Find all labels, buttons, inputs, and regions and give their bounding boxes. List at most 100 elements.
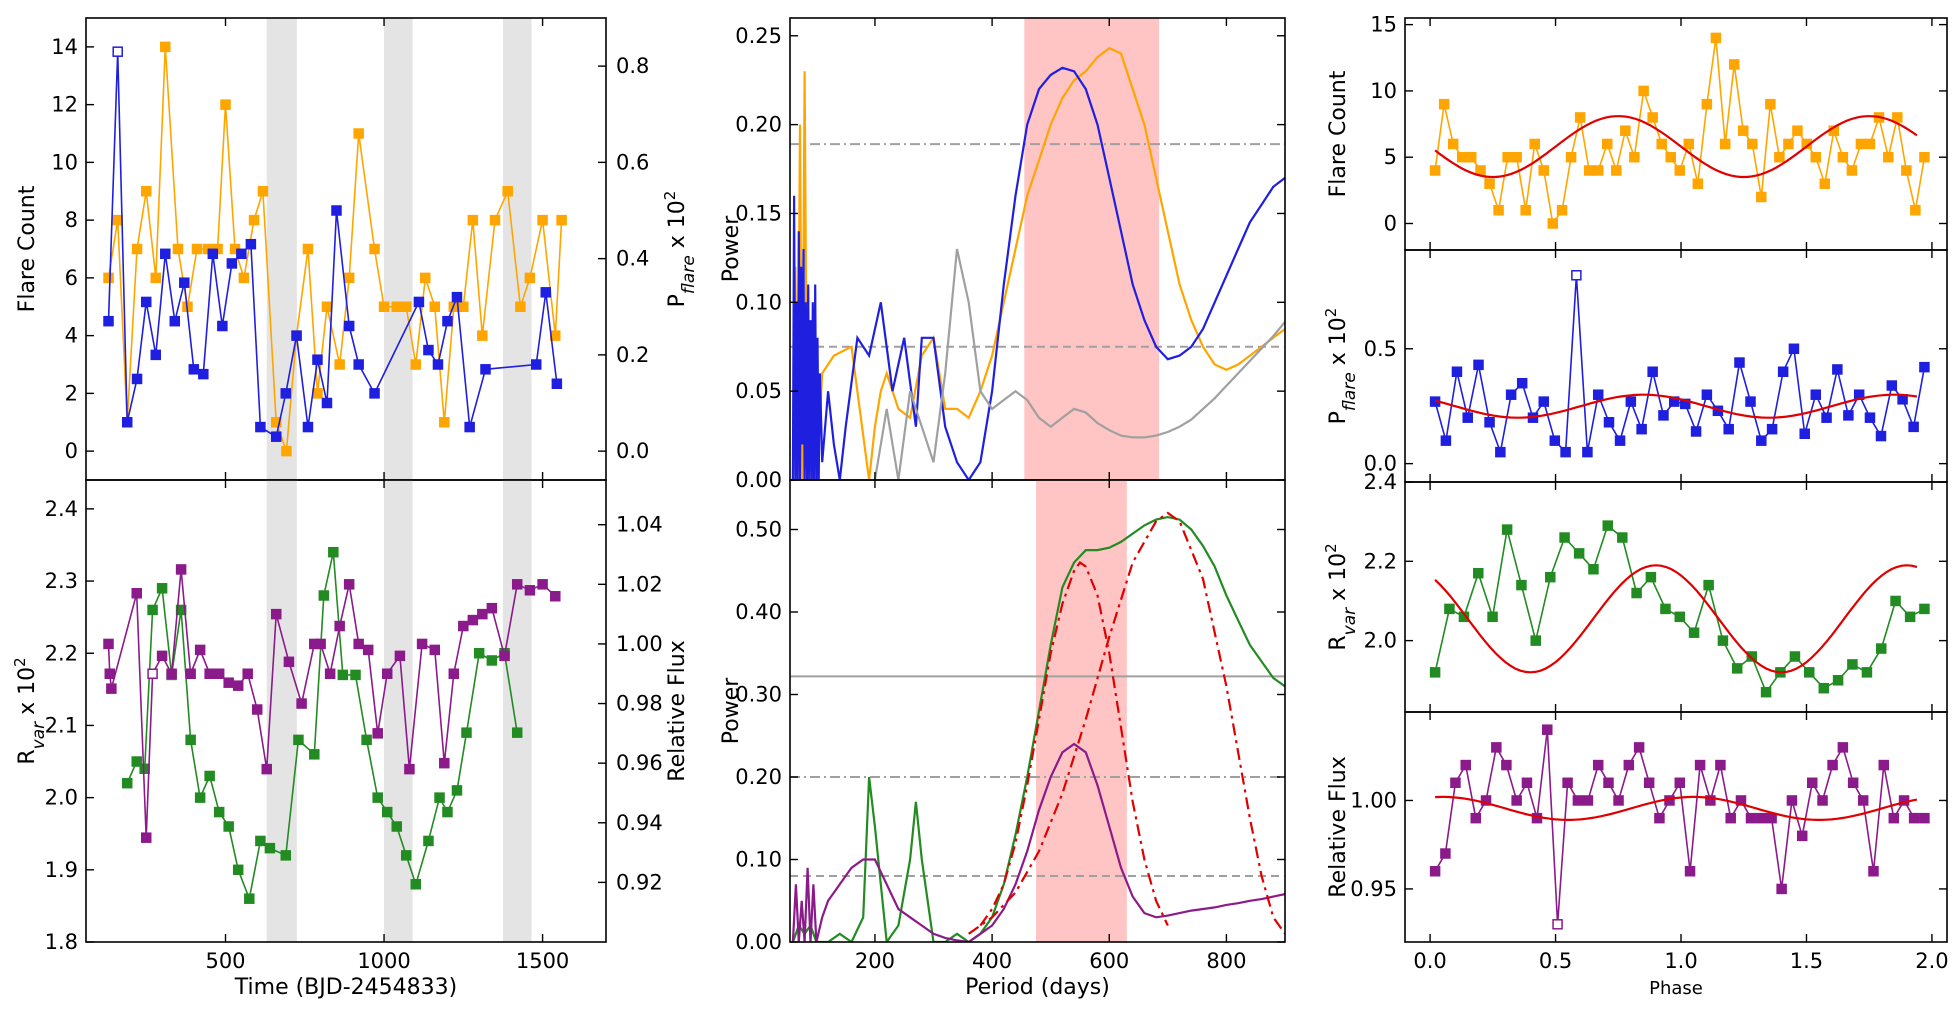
data-point <box>104 668 116 679</box>
data-point <box>1684 865 1696 877</box>
series-line <box>979 560 1169 927</box>
data-point <box>315 638 326 650</box>
plot-area <box>790 480 1285 942</box>
x-tick-label: 600 <box>1089 949 1129 973</box>
label-span: var <box>29 721 49 749</box>
data-point <box>1560 446 1571 458</box>
data-point <box>1728 59 1740 70</box>
data-point <box>226 258 238 269</box>
series-line <box>126 552 518 902</box>
data-point <box>1484 417 1495 428</box>
data-point <box>334 620 345 632</box>
data-point <box>156 583 168 594</box>
y-tick-label: 12 <box>51 93 78 117</box>
data-point <box>530 359 542 370</box>
y-tick-label: 0 <box>65 439 78 463</box>
data-point <box>1438 98 1450 110</box>
y-tick-label: 2.4 <box>1364 470 1397 494</box>
data-point <box>511 727 523 738</box>
label-span: R <box>1326 635 1351 650</box>
data-point <box>480 364 491 375</box>
data-point <box>423 344 434 356</box>
data-point <box>1786 795 1798 806</box>
data-point <box>270 431 282 442</box>
data-point <box>1876 643 1887 654</box>
label-span: var <box>1340 607 1360 635</box>
data-point <box>1511 151 1522 163</box>
shaded-region <box>502 480 532 942</box>
y-tick-label: 0.95 <box>1350 877 1397 901</box>
data-point <box>1819 178 1831 189</box>
data-point <box>1868 865 1879 877</box>
y-tick-label: 0.0 <box>1364 452 1397 476</box>
data-point <box>1656 138 1667 150</box>
data-point <box>321 397 333 409</box>
shaded-region <box>502 18 532 480</box>
data-point <box>1516 377 1528 389</box>
y-axis-label-right: Relative Flux <box>665 640 690 781</box>
y-tick-label: 15 <box>1370 13 1397 37</box>
data-point <box>1690 426 1702 437</box>
data-point <box>1572 795 1584 806</box>
y-tick-label-right: 0.6 <box>616 150 649 174</box>
data-point <box>147 668 158 679</box>
data-point <box>1765 98 1776 110</box>
data-point <box>458 301 469 312</box>
data-point <box>1731 663 1743 674</box>
data-point <box>1440 848 1451 859</box>
data-point <box>439 757 450 769</box>
data-point <box>1470 812 1482 824</box>
y-tick-label: 0.25 <box>735 24 782 48</box>
data-point <box>404 763 415 775</box>
data-point <box>1901 165 1912 176</box>
data-point <box>1601 138 1613 150</box>
y-axis-label: Power <box>719 677 744 744</box>
data-point <box>185 668 196 679</box>
data-point <box>429 301 441 312</box>
data-point <box>1629 151 1640 163</box>
data-point <box>1688 627 1700 638</box>
series-line <box>1434 564 1918 674</box>
data-point <box>1638 85 1649 97</box>
data-point <box>302 243 314 255</box>
data-point <box>1549 435 1561 446</box>
data-point <box>1674 165 1686 176</box>
axes-frame <box>789 479 1286 943</box>
data-point <box>103 272 114 284</box>
data-point <box>369 243 380 255</box>
data-point <box>318 590 330 601</box>
data-point <box>1480 795 1492 806</box>
data-point <box>1484 178 1495 189</box>
y-tick-label: 0.5 <box>1364 337 1397 361</box>
data-point <box>1843 410 1854 421</box>
data-point <box>1603 777 1614 789</box>
data-point <box>1745 396 1756 407</box>
data-point <box>1910 204 1921 216</box>
data-point <box>551 378 563 389</box>
data-point <box>394 650 406 662</box>
data-point <box>413 296 425 308</box>
data-point <box>1583 165 1595 176</box>
data-point <box>1719 138 1731 150</box>
x-tick-label: 400 <box>972 949 1012 973</box>
data-point <box>121 777 133 789</box>
label-span: flare <box>679 255 699 294</box>
data-point <box>1756 812 1767 824</box>
data-point <box>140 296 152 308</box>
data-point <box>448 668 460 679</box>
y-tick-label: 2.0 <box>1364 629 1397 653</box>
y-tick-label-right: 0.98 <box>616 692 663 716</box>
data-point <box>1660 603 1671 615</box>
data-point <box>1645 571 1657 583</box>
y-tick-label: 10 <box>1370 79 1397 103</box>
data-point <box>1565 151 1577 163</box>
data-point <box>1715 759 1726 771</box>
shaded-region <box>1036 480 1127 942</box>
data-point <box>150 272 162 284</box>
data-point <box>302 421 314 433</box>
data-point <box>451 785 463 796</box>
data-point <box>131 243 143 255</box>
label-span: P <box>665 294 690 307</box>
series-line <box>1434 37 1926 226</box>
y-tick-label: 1.9 <box>45 858 78 882</box>
